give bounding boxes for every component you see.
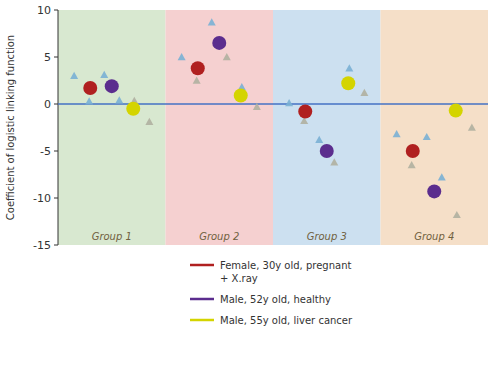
tick-mark: [54, 245, 58, 246]
triangle-point: [315, 136, 323, 143]
tick-mark: [54, 10, 58, 11]
triangle-point: [85, 97, 93, 104]
triangle-point: [208, 18, 216, 25]
triangle-point: [345, 64, 353, 71]
legend-label: Male, 52y old, healthy: [220, 294, 331, 305]
scenario-point: [320, 144, 334, 158]
scenario-point: [191, 61, 205, 75]
y-axis: -15 -10 -5 0 5 10: [33, 4, 58, 252]
category-label: Group 3: [307, 231, 347, 242]
legend-label: Male, 55y old, liver cancer: [220, 315, 353, 326]
scenario-point: [126, 102, 140, 116]
scenario-point: [449, 104, 463, 118]
tick-label: -5: [40, 145, 51, 158]
legend-swatch: [190, 264, 214, 267]
category-label: Group 2: [199, 231, 239, 242]
triangle-point: [393, 130, 401, 137]
axis-line: [58, 10, 59, 245]
scenario-point: [212, 36, 226, 50]
bands: [58, 10, 488, 245]
group-band: [381, 10, 489, 245]
y-axis-label: Coefficient of logistic linking function: [5, 35, 16, 220]
triangle-point: [408, 161, 416, 168]
tick-mark: [54, 104, 58, 105]
triangle-point: [423, 133, 431, 140]
triangle-point: [438, 173, 446, 180]
legend: Female, 30y old, pregnant + X.ray Male, 52…: [190, 260, 353, 326]
scenario-point: [406, 144, 420, 158]
legend-label-line: Female, 30y old, pregnant: [220, 260, 351, 271]
scenario-point: [234, 89, 248, 103]
scenario-point: [83, 81, 97, 95]
reference-line: [58, 103, 488, 105]
plot-marks: [58, 18, 488, 218]
legend-swatch: [190, 319, 214, 322]
legend-swatch: [190, 298, 214, 301]
triangle-point: [145, 118, 153, 125]
triangle-point: [253, 103, 261, 110]
legend-label-line: + X.ray: [220, 273, 258, 284]
triangle-point: [70, 72, 78, 79]
tick-label: 5: [44, 51, 51, 64]
category-label: Group 4: [414, 231, 454, 242]
triangle-point: [330, 158, 338, 165]
group-band: [166, 10, 274, 245]
triangle-point: [223, 53, 231, 60]
tick-label: -15: [33, 239, 51, 252]
tick-label: -10: [33, 192, 51, 205]
legend-label-line: Male, 55y old, liver cancer: [220, 315, 353, 326]
chart: -15 -10 -5 0 5 10 Coefficient of logistic link…: [0, 0, 498, 365]
triangle-point: [178, 53, 186, 60]
legend-label-line: Male, 52y old, healthy: [220, 294, 331, 305]
group-band: [58, 10, 166, 245]
triangle-point: [115, 96, 123, 103]
group-band: [273, 10, 381, 245]
triangle-point: [360, 89, 368, 96]
tick-mark: [54, 57, 58, 58]
tick-label: 0: [44, 98, 51, 111]
scenario-point: [298, 105, 312, 119]
triangle-point: [453, 211, 461, 218]
triangle-point: [285, 99, 293, 106]
legend-label: Female, 30y old, pregnant + X.ray: [220, 260, 351, 284]
scenario-point: [427, 184, 441, 198]
tick-label: 10: [37, 4, 51, 17]
triangle-point: [100, 71, 108, 78]
tick-mark: [54, 198, 58, 199]
tick-mark: [54, 151, 58, 152]
triangle-point: [468, 124, 476, 131]
category-label: Group 1: [92, 231, 132, 242]
scenario-point: [105, 79, 119, 93]
scenario-point: [341, 76, 355, 90]
triangle-point: [193, 77, 201, 84]
